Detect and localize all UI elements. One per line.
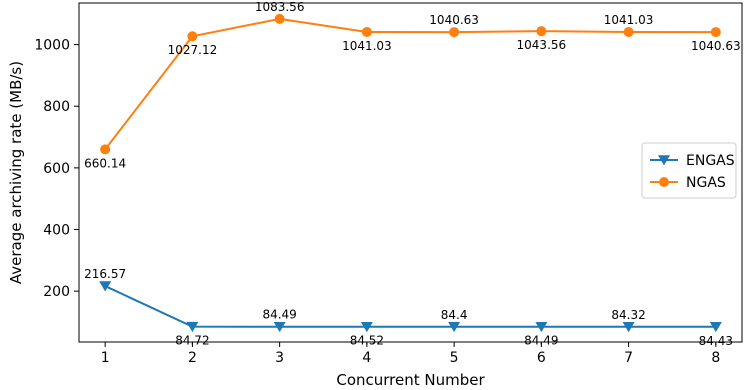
engas-data-label: 84.52 [350,334,384,348]
y-tick-label: 800 [43,99,70,115]
ngas-data-label: 1040.63 [429,13,479,27]
x-tick-label: 5 [450,350,459,366]
legend-label-ngas: NGAS [686,175,726,191]
engas-data-point [360,321,373,333]
x-axis-title: Concurrent Number [336,371,485,389]
ngas-data-label: 660.14 [84,156,126,170]
legend-marker-ngas [659,177,669,187]
y-tick-label: 600 [43,161,70,177]
ngas-data-label: 1083.56 [255,0,305,14]
engas-data-point [186,321,199,333]
legend: ENGAS NGAS [641,142,737,199]
x-tick-label: 4 [362,350,371,366]
x-tick-label: 3 [275,350,284,366]
ngas-data-point [187,31,198,42]
engas-data-label: 84.32 [611,308,645,322]
y-tick-label: 200 [43,284,70,300]
x-tick-label: 1 [101,350,110,366]
engas-data-label: 84.49 [262,308,296,322]
engas-data-point [99,281,112,292]
legend-label-engas: ENGAS [686,153,735,169]
ngas-data-label: 1041.03 [604,13,654,27]
ngas-data-point [449,27,460,38]
x-tick-label: 7 [624,350,633,366]
ngas-data-label: 1040.63 [691,39,741,53]
ngas-data-point [361,26,372,37]
y-tick-label: 400 [43,223,70,239]
engas-data-point [622,322,635,333]
legend-marker-engas [658,155,670,166]
engas-data-label: 84.49 [524,334,558,348]
ngas-series-line [104,17,716,150]
ngas-data-label: 1043.56 [517,38,567,52]
x-tick-label: 2 [188,350,197,366]
ngas-data-point [536,26,547,37]
ngas-data-point [274,13,285,24]
plot-frame [78,2,743,343]
plot-area: 1 2 3 4 5 6 7 8 200 400 600 800 1000 216.57 84.72 84.49… [34,0,743,366]
ngas-data-point [100,144,111,155]
engas-data-point [709,321,722,333]
engas-data-label: 216.57 [84,267,126,281]
ngas-data-point [710,27,721,38]
x-tick-label: 6 [537,350,546,366]
ngas-data-point [623,26,634,37]
engas-data-point [273,321,286,333]
engas-data-label: 84.43 [699,334,733,348]
ngas-data-label: 1027.12 [168,43,218,57]
engas-data-point [448,321,461,333]
engas-data-label: 84.4 [441,308,468,322]
engas-series-line [104,285,716,328]
y-tick-label: 1000 [34,38,70,54]
ngas-data-label: 1041.03 [342,39,392,53]
y-axis-title: Average archiving rate (MB/s) [7,61,25,284]
x-tick-label: 8 [711,350,720,366]
engas-data-label: 84.72 [175,334,209,348]
engas-data-point [535,321,548,333]
